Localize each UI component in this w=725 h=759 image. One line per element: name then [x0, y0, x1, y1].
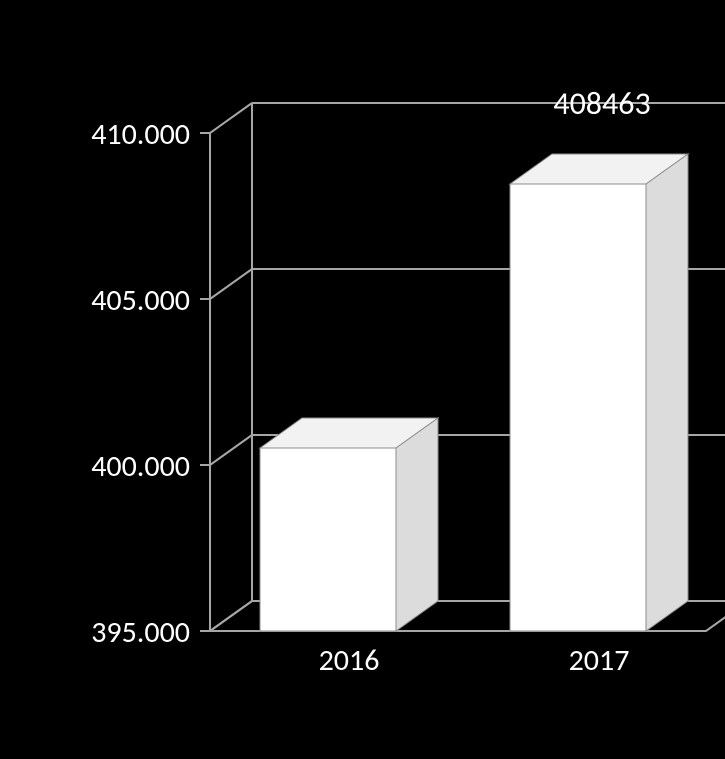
ytick-label-405: 405.000	[20, 282, 190, 319]
bar-2017-side	[646, 154, 688, 631]
grid-depth-400	[210, 435, 252, 465]
bar-2016-front	[260, 448, 396, 631]
datalabel-2017: 408463	[502, 84, 702, 123]
grid-depth-405	[210, 269, 252, 299]
bar-2017-front	[510, 184, 646, 631]
grid-depth-410	[210, 103, 252, 133]
datalabel-2016-partial: 4	[290, 492, 318, 531]
ytick-label-400: 400.000	[20, 448, 190, 485]
ytick-label-395: 395.000	[20, 614, 190, 651]
xtick-label-2016: 2016	[260, 642, 438, 679]
bar-chart: 395.000 400.000 405.000 410.000 2016 201…	[0, 0, 725, 759]
bar-2016-side	[396, 418, 438, 631]
ytick-label-410: 410.000	[20, 116, 190, 153]
xtick-label-2017: 2017	[510, 642, 688, 679]
